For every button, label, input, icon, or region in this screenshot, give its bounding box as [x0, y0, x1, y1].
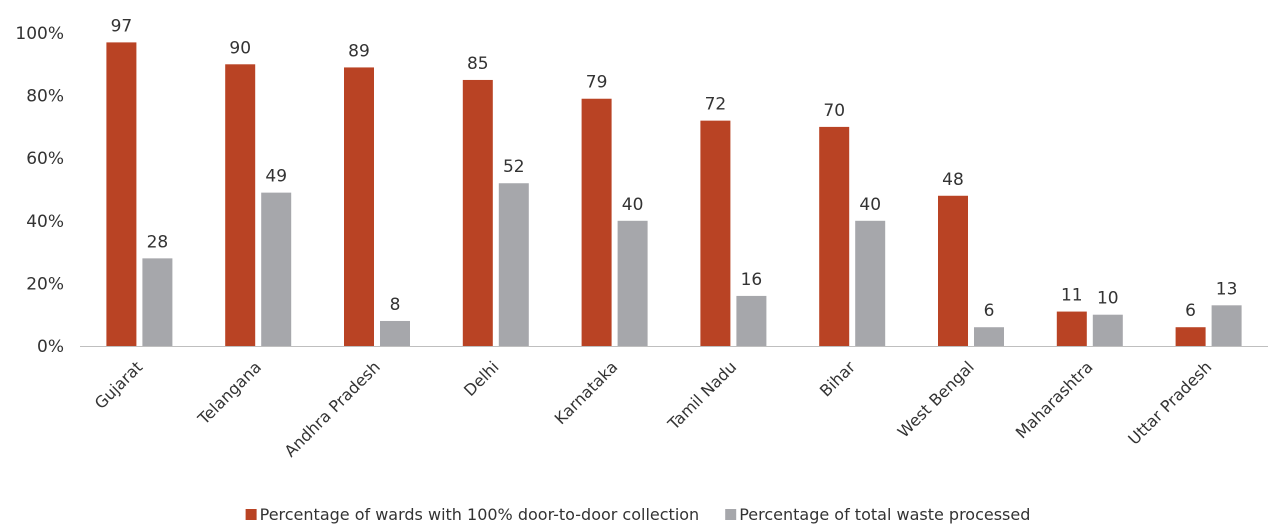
legend: Percentage of wards with 100% door-to-do…	[245, 505, 1030, 524]
bar-series-2	[974, 327, 1004, 346]
data-label: 6	[984, 301, 995, 321]
data-label: 8	[390, 295, 401, 315]
bar-series-1	[700, 120, 731, 346]
bar-series-2	[855, 220, 886, 346]
data-label: 90	[229, 38, 251, 58]
data-label: 79	[586, 73, 608, 93]
bar-series-1	[106, 42, 137, 346]
data-label: 48	[942, 170, 964, 190]
data-label: 10	[1097, 289, 1119, 309]
bar-series-1	[819, 126, 850, 347]
bar-series-1	[344, 67, 374, 347]
category-label: Bihar	[816, 357, 859, 400]
y-tick-label: 20%	[26, 274, 64, 294]
y-axis: 0% 20% 40% 60% 80% 100%	[15, 24, 64, 357]
bar-series-2	[498, 183, 529, 346]
category-label: Tamil Nadu	[663, 357, 740, 434]
data-label: 16	[741, 270, 763, 290]
data-label: 89	[348, 41, 370, 61]
bar-series-1	[462, 79, 493, 346]
y-tick-label: 0%	[37, 337, 64, 357]
data-label: 52	[503, 157, 525, 177]
category-label: Maharashtra	[1012, 357, 1097, 442]
bar-series-2	[736, 295, 767, 346]
data-label: 28	[147, 232, 169, 252]
data-label: 49	[265, 167, 287, 187]
category-label: West Bengal	[894, 357, 978, 441]
legend-swatch	[725, 509, 737, 520]
legend-label: Percentage of total waste processed	[739, 505, 1030, 524]
bar-series-1	[1056, 311, 1087, 346]
bars	[106, 42, 1242, 347]
y-tick-label: 80%	[26, 87, 64, 107]
category-label: Telangana	[193, 357, 265, 429]
category-label: Gujarat	[91, 357, 146, 412]
data-label: 72	[705, 95, 727, 115]
legend-label: Percentage of wards with 100% door-to-do…	[260, 505, 700, 524]
category-label: Andhra Pradesh	[281, 357, 384, 460]
data-label: 40	[622, 195, 644, 215]
data-label: 40	[859, 195, 881, 215]
data-label: 85	[467, 54, 489, 74]
bar-series-2	[261, 192, 292, 346]
legend-entry: Percentage of total waste processed	[725, 505, 1030, 524]
y-tick-label: 40%	[26, 212, 64, 232]
data-label: 6	[1185, 301, 1196, 321]
legend-entry: Percentage of wards with 100% door-to-do…	[245, 505, 700, 524]
data-label: 13	[1216, 279, 1238, 299]
data-label: 97	[111, 16, 133, 36]
bar-series-2	[617, 220, 648, 346]
category-label: Delhi	[460, 357, 503, 400]
bar-series-1	[225, 64, 256, 347]
bar-series-2	[1211, 305, 1242, 346]
data-label: 70	[823, 101, 845, 121]
bar-series-1	[581, 98, 612, 346]
bar-series-1	[938, 195, 968, 346]
y-tick-label: 60%	[26, 149, 64, 169]
bar-series-2	[1092, 314, 1123, 346]
category-label: Uttar Pradesh	[1124, 357, 1215, 448]
bar-series-2	[142, 258, 173, 346]
data-labels: 97 28 90 49 89 8 85 52 79 40 72 16 70 40 48 6 11 10 6 13	[111, 16, 1238, 321]
bar-series-2	[380, 320, 410, 346]
category-labels: Gujarat Telangana Andhra Pradesh Delhi Karna…	[91, 357, 1216, 461]
data-label: 11	[1061, 286, 1083, 306]
y-tick-label: 100%	[15, 24, 64, 44]
category-label: Karnataka	[551, 357, 622, 428]
legend-swatch	[245, 509, 257, 520]
bar-series-1	[1175, 327, 1206, 346]
